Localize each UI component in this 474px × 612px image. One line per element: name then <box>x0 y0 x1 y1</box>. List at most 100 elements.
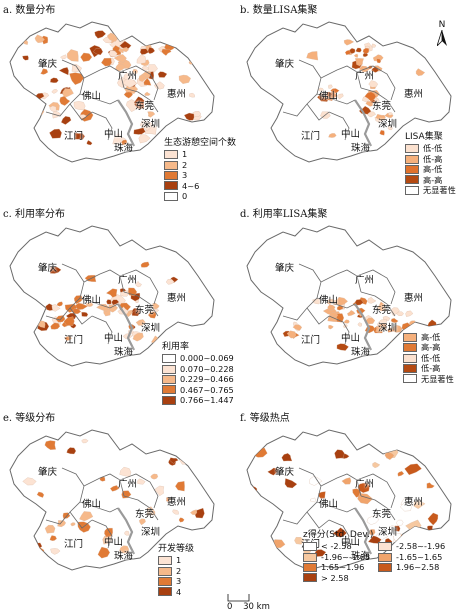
township-unit <box>354 53 359 58</box>
legend-label: 0.070~0.228 <box>180 363 234 374</box>
township-unit <box>12 100 27 111</box>
township-unit <box>337 93 344 100</box>
city-label-zhongshan: 中山 <box>341 333 361 344</box>
legend-swatch <box>162 385 176 395</box>
township-unit <box>50 322 61 330</box>
township-unit <box>355 47 362 53</box>
legend-swatch <box>162 354 176 364</box>
scale-tick-30: 30 <box>243 602 254 612</box>
township-unit <box>327 315 338 322</box>
city-label-zhongshan: 中山 <box>341 537 361 548</box>
legend-swatch <box>162 374 176 384</box>
township-unit <box>94 30 107 39</box>
township-unit <box>187 44 196 53</box>
legend-item: 无显著性 <box>405 185 456 195</box>
township-unit <box>292 324 302 331</box>
panel-label: c. 利用率分布 <box>3 209 65 220</box>
township-unit <box>404 463 422 476</box>
township-unit <box>13 86 24 96</box>
city-label-guangzhou: 广州 <box>355 71 375 82</box>
township-unit <box>107 32 119 42</box>
township-unit <box>362 47 370 54</box>
legend-label: 0.229~0.466 <box>180 374 234 385</box>
city-label-huizhou: 惠州 <box>404 497 424 508</box>
township-unit <box>357 482 370 493</box>
township-unit <box>390 318 399 323</box>
region-map <box>9 429 215 571</box>
township-unit <box>139 518 146 526</box>
township-unit <box>190 509 198 515</box>
city-label-guangzhou: 广州 <box>118 275 138 286</box>
township-unit <box>372 461 381 469</box>
township-unit <box>79 511 94 522</box>
legend-label: -1.96~-1.65 <box>321 551 371 562</box>
township-unit <box>310 497 316 503</box>
region-map <box>9 21 215 163</box>
township-unit <box>81 312 89 317</box>
city-label-guangzhou: 广州 <box>355 479 375 490</box>
panel-e: e. 等级分布 肇庆 广州 佛山 惠州 东莞 深圳 中山 江门 珠海 开发等级 1 2 3 4 <box>0 408 237 612</box>
township-unit <box>166 497 172 503</box>
pearl-river-estuary <box>117 99 135 147</box>
legend-item: 3 <box>164 170 236 180</box>
legend: 开发等级 1 2 3 4 <box>158 544 194 597</box>
city-border <box>91 519 113 549</box>
legend-swatch <box>405 154 419 164</box>
legend-swatch <box>378 552 392 562</box>
township-unit <box>142 65 150 72</box>
legend-item: 4~6 <box>164 181 236 191</box>
legend-swatch <box>378 542 392 552</box>
township-unit <box>132 332 144 342</box>
city-label-shenzhen: 深圳 <box>141 527 161 538</box>
township-unit <box>50 548 61 555</box>
region-map <box>246 21 452 163</box>
city-label-shenzhen: 深圳 <box>378 527 398 538</box>
township-unit <box>178 74 191 84</box>
township-unit <box>64 335 72 341</box>
city-border <box>320 473 362 497</box>
city-border <box>123 87 159 113</box>
city-border <box>328 315 350 345</box>
city-border <box>123 291 159 317</box>
township-unit <box>178 517 185 523</box>
scale-bar: 0 30 km <box>227 594 270 612</box>
city-label-dongguan: 东莞 <box>135 509 155 520</box>
township-unit <box>60 54 67 60</box>
township-unit <box>80 52 93 62</box>
legend: LISA集聚 低-低 低-高 高-低 高-高 无显著性 <box>405 132 456 195</box>
township-unit <box>62 88 74 98</box>
township-unit <box>367 535 382 544</box>
township-unit <box>123 91 133 99</box>
city-border <box>306 511 330 529</box>
township-unit <box>267 467 279 476</box>
township-unit <box>368 80 378 88</box>
township-unit <box>175 481 185 492</box>
township-unit <box>405 310 414 317</box>
city-label-shenzhen: 深圳 <box>378 323 398 334</box>
township-unit <box>341 477 352 485</box>
city-label-zhaoqing: 肇庆 <box>275 467 295 478</box>
panel-c: c. 利用率分布 肇庆 广州 佛山 惠州 东莞 深圳 中山 江门 珠海 利用率 0.000~0.06… <box>0 204 237 408</box>
legend-label: 4~6 <box>182 180 200 191</box>
township-unit <box>161 48 172 56</box>
city-label-foshan: 佛山 <box>82 499 102 510</box>
township-unit <box>153 81 165 90</box>
township-unit <box>115 63 126 72</box>
north-label: N <box>438 20 446 30</box>
north-arrow: N <box>432 20 452 46</box>
city-border <box>119 473 159 509</box>
township-unit <box>143 77 152 86</box>
township-unit <box>133 96 145 105</box>
township-unit <box>121 47 129 53</box>
township-unit <box>390 340 399 350</box>
township-unit <box>364 91 377 102</box>
legend-item: 0 <box>164 191 236 201</box>
township-unit <box>247 551 257 561</box>
township-unit <box>147 111 156 118</box>
township-unit <box>112 132 127 145</box>
city-border <box>123 495 159 521</box>
legend-swatch <box>303 542 317 552</box>
legend-item: 高-高 <box>403 342 454 352</box>
township-unit <box>34 34 45 43</box>
township-unit <box>157 71 168 78</box>
